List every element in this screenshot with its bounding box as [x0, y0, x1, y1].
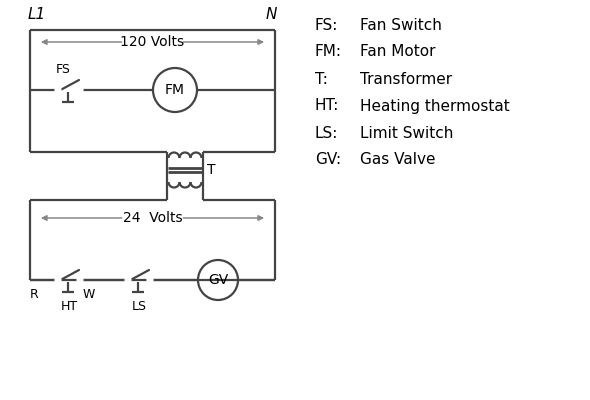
Text: Limit Switch: Limit Switch [360, 126, 453, 140]
Text: GV:: GV: [315, 152, 341, 168]
Circle shape [148, 278, 152, 282]
Text: Gas Valve: Gas Valve [360, 152, 435, 168]
Text: 120 Volts: 120 Volts [120, 35, 185, 49]
Text: T: T [207, 163, 215, 177]
Text: LS:: LS: [315, 126, 339, 140]
Text: R: R [30, 288, 39, 301]
Text: HT: HT [60, 300, 77, 313]
Text: LS: LS [132, 300, 146, 313]
Text: N: N [266, 7, 277, 22]
Text: FM: FM [165, 83, 185, 97]
Text: W: W [83, 288, 96, 301]
Text: FM:: FM: [315, 44, 342, 60]
Text: 24  Volts: 24 Volts [123, 211, 182, 225]
Text: HT:: HT: [315, 98, 339, 114]
Text: GV: GV [208, 273, 228, 287]
Text: FS:: FS: [315, 18, 339, 32]
Text: Heating thermostat: Heating thermostat [360, 98, 510, 114]
Circle shape [55, 88, 61, 92]
Text: T:: T: [315, 72, 328, 86]
Circle shape [126, 278, 130, 282]
Circle shape [55, 278, 61, 282]
Text: FS: FS [56, 63, 71, 76]
Circle shape [77, 278, 83, 282]
Circle shape [77, 88, 83, 92]
Text: Transformer: Transformer [360, 72, 452, 86]
Text: L1: L1 [28, 7, 46, 22]
Text: Fan Motor: Fan Motor [360, 44, 435, 60]
Text: Fan Switch: Fan Switch [360, 18, 442, 32]
